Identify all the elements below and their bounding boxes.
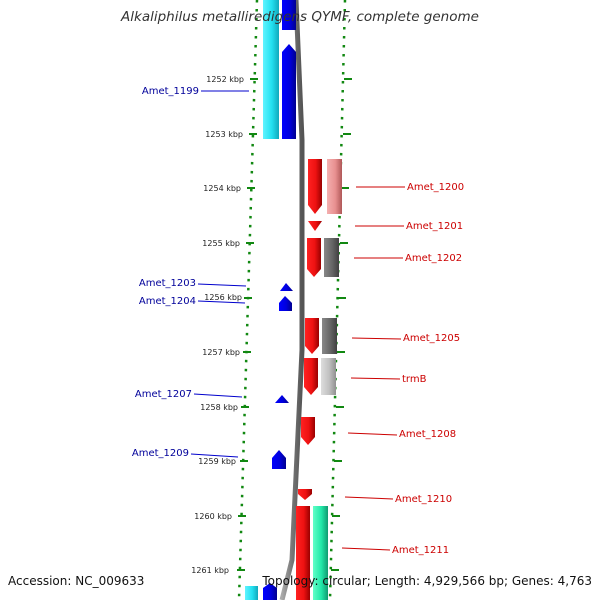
scale-label: 1260 kbp [194,512,232,521]
gene-amet-1210-arrow [298,489,312,500]
scale-labels: 1252 kbp 1253 kbp 1254 kbp 1255 kbp 1256… [191,75,244,575]
cds-cyan-feature [245,586,258,600]
scale-label: 1253 kbp [205,130,243,139]
cds-green-feature [313,506,328,600]
gene-label-amet-1202: Amet_1202 [405,253,462,264]
gene-amet-1202-arrow [307,238,321,277]
gene-trmB-arrow [304,358,318,395]
scale-label: 1259 kbp [198,457,236,466]
scale-label: 1254 kbp [203,184,241,193]
gene-amet-1201-arrow [308,221,322,231]
topology-text: Topology: circular; Length: 4,929,566 bp… [262,574,592,588]
cds-dark-gray-feature [324,238,339,277]
ruler-ticks-right [328,0,347,600]
cds-dark-gray-feature [322,318,337,354]
gene-amet-1208-arrow [301,417,315,445]
gene-label-amet-1211: Amet_1211 [392,545,449,556]
map-title: Alkaliphilus metalliredigens QYMF, compl… [121,9,479,25]
reverse-strand-features [245,0,296,600]
gene-label-amet-1205: Amet_1205 [403,333,460,344]
gene-amet-1207-arrow [275,395,289,403]
gene-amet-1205-arrow [305,318,319,354]
scale-label: 1252 kbp [206,75,244,84]
gene-label-amet-1207: Amet_1207 [135,389,192,400]
gene-labels: Amet_1199 Amet_1200 Amet_1201 Amet_1202 … [132,86,464,556]
gene-label-amet-1210: Amet_1210 [395,494,452,505]
gene-label-amet-1208: Amet_1208 [399,429,456,440]
scale-label: 1255 kbp [202,239,240,248]
gene-amet-1209-arrow [272,450,286,469]
gene-amet-1204-arrow [279,296,292,311]
gene-amet-1199-arrow [282,0,296,30]
gene-amet-1200-arrow [308,159,322,214]
gene-label-amet-1204: Amet_1204 [139,296,196,307]
gene-amet-1199-arrow [282,44,296,139]
scale-label: 1258 kbp [200,403,238,412]
cds-cyan-feature [263,0,279,139]
gene-label-amet-1203: Amet_1203 [139,278,196,289]
cds-light-gray-feature [321,358,336,395]
gene-label-amet-1200: Amet_1200 [407,182,464,193]
gene-amet-1211-arrow [296,506,310,600]
forward-strand-features [296,159,342,600]
ruler-ticks-left [237,0,259,600]
scale-label: 1261 kbp [191,566,229,575]
accession-text: Accession: NC_009633 [8,574,145,588]
cds-pink-feature [327,159,342,214]
leader-lines [190,90,405,551]
gene-label-amet-1201: Amet_1201 [406,221,463,232]
scale-label: 1257 kbp [202,348,240,357]
scale-label: 1256 kbp [204,293,242,302]
major-ticks [237,78,352,571]
gene-label-amet-1199: Amet_1199 [142,86,199,97]
gene-reverse-arrow [263,583,277,600]
gene-label-amet-1209: Amet_1209 [132,448,189,459]
gene-label-trmB: trmB [402,374,427,385]
genome-backbone [279,0,305,600]
gene-amet-1203-arrow [280,283,293,291]
